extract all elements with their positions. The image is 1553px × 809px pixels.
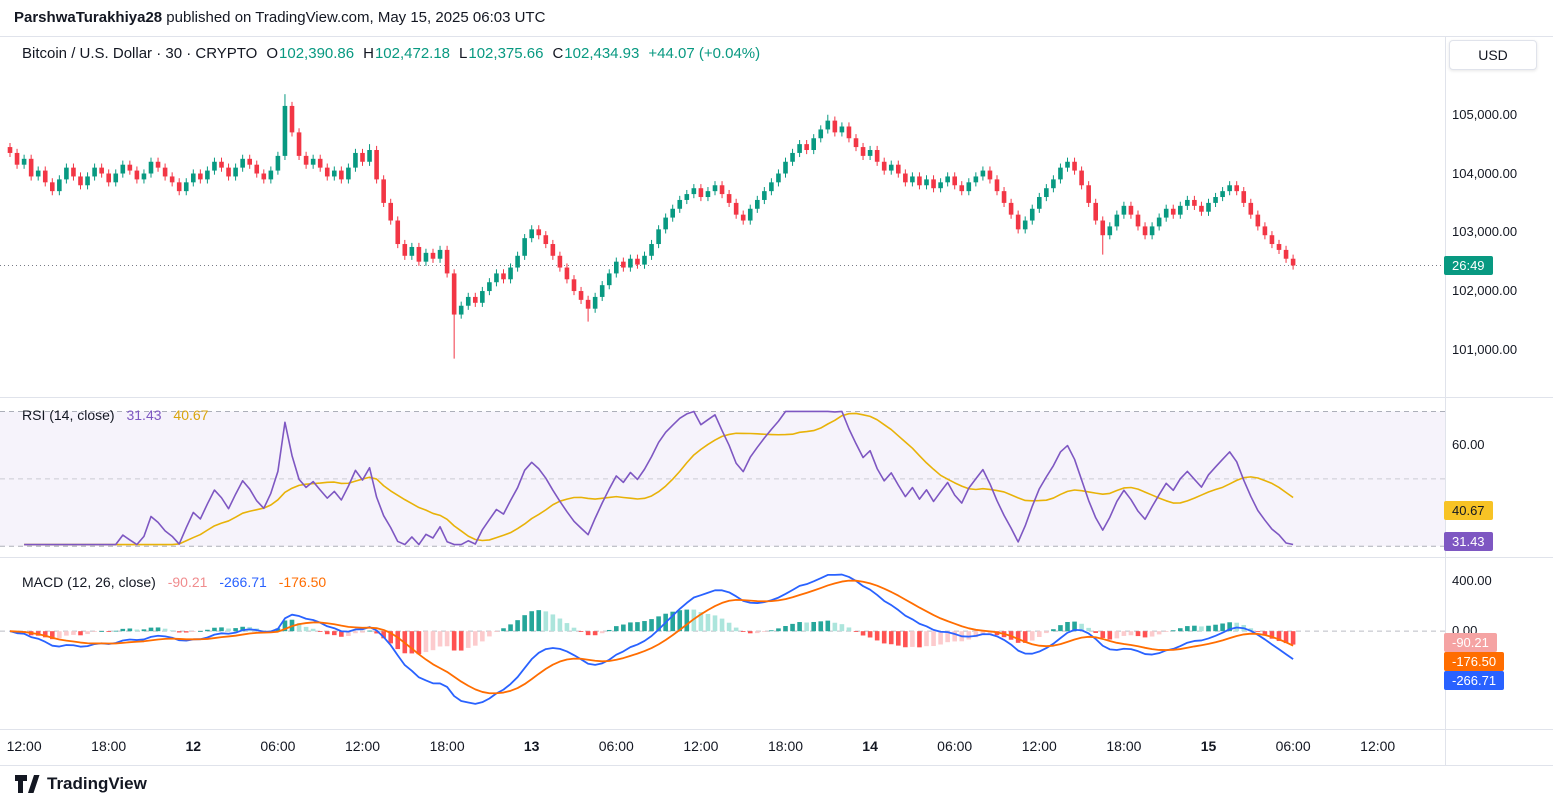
ohlc-close: C 102,434.93 [552, 45, 640, 62]
price-change: +44.07 (+0.04%) [648, 45, 761, 62]
separator-macd-timeaxis [0, 729, 1553, 730]
rsi-ma-value: 40.67 [173, 407, 209, 423]
macd-signal-value: -176.50 [278, 574, 327, 590]
frame-top-line [0, 36, 1553, 37]
symbol-info-bar: Bitcoin / U.S. Dollar · 30 · CRYPTO O 102… [22, 45, 760, 62]
tradingview-brand[interactable]: TradingView [47, 774, 147, 793]
rsi-title: RSI (14, close) [22, 407, 115, 423]
footer-bar: TradingView [14, 774, 147, 794]
macd-hist-value: -90.21 [167, 574, 208, 590]
macd-line-value: -266.71 [219, 574, 267, 590]
rsi-value: 31.43 [126, 407, 162, 423]
separator-rsi-macd [0, 557, 1553, 558]
symbol-title: Bitcoin / U.S. Dollar · 30 · CRYPTO [22, 45, 258, 62]
publisher-name: ParshwaTurakhiya28 [14, 9, 163, 26]
ohlc-open: O 102,390.86 [266, 45, 355, 62]
macd-title: MACD (12, 26, close) [22, 574, 156, 590]
separator-price-rsi [0, 397, 1553, 398]
currency-button[interactable]: USD [1449, 40, 1537, 70]
rsi-title-row: RSI (14, close) 31.43 40.67 [22, 407, 216, 423]
publisher-text: published on TradingView.com, May 15, 20… [162, 9, 546, 26]
tradingview-logo-icon[interactable] [14, 774, 40, 794]
macd-title-row: MACD (12, 26, close) -90.21 -266.71 -176… [22, 574, 334, 590]
publisher-bar: ParshwaTurakhiya28 published on TradingV… [14, 9, 545, 26]
separator-timeaxis-footer [0, 765, 1553, 766]
ohlc-low: L 102,375.66 [459, 45, 544, 62]
price-axis-separator [1445, 36, 1446, 765]
ohlc-high: H 102,472.18 [363, 45, 451, 62]
